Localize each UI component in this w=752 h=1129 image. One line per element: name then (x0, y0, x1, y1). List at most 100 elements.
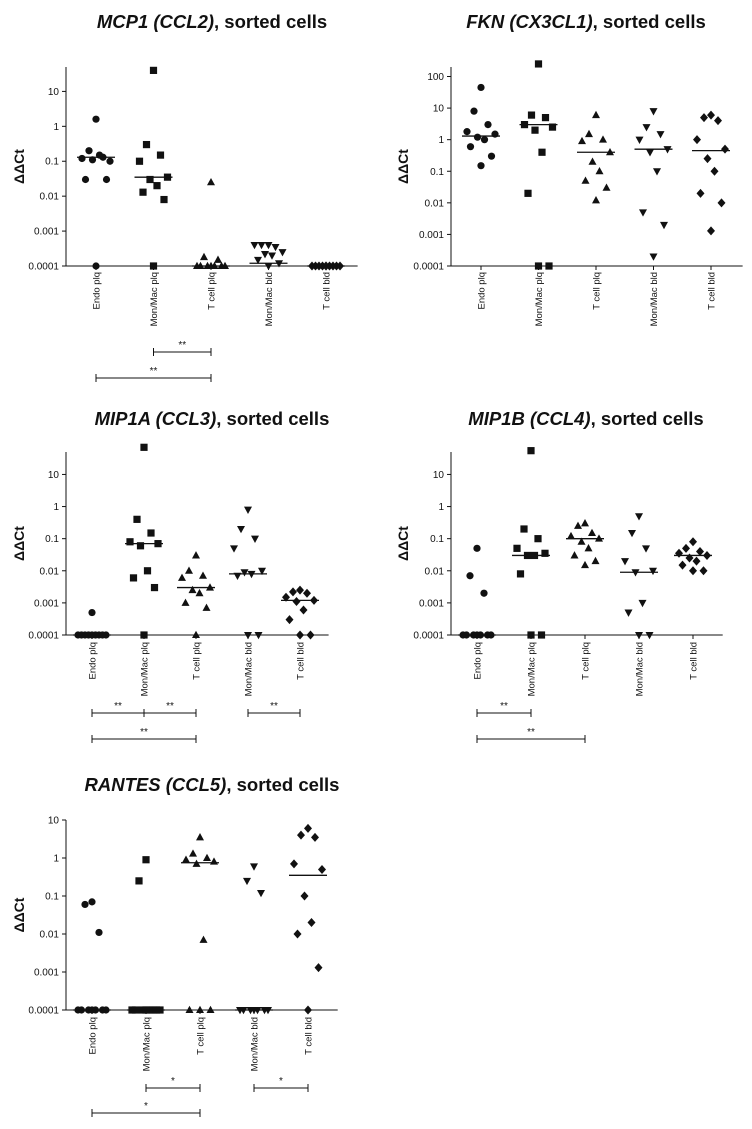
series-4 (634, 108, 673, 261)
panel-5: RANTES (CCL5), sorted cells 10 1 0.1 0.01 0.0… (11, 774, 339, 1117)
data-point (473, 133, 482, 141)
chart-title-gene: MIP1A (CCL3) (95, 408, 217, 429)
data-point (527, 111, 536, 119)
y-tick-label: 10 (433, 470, 445, 481)
data-point (88, 608, 96, 617)
data-point (150, 583, 159, 592)
data-point (196, 1005, 204, 1013)
data-point (307, 918, 316, 928)
data-point (260, 1007, 269, 1015)
data-point (289, 587, 297, 597)
data-point (642, 545, 650, 553)
data-point (527, 447, 535, 455)
y-tick-label: 1 (53, 122, 59, 133)
y-tick-label: 10 (433, 104, 445, 115)
data-point (285, 615, 294, 625)
x-tick-label: T cell plq (196, 1017, 207, 1055)
chart-title-suffix: , sorted cells (214, 11, 327, 32)
x-tick-label: Mon/Mac bld (244, 642, 255, 696)
x-tick-label: T cell plq (192, 642, 203, 680)
y-axis-label: ΔΔCt (395, 526, 411, 561)
data-point (88, 898, 96, 906)
data-point (541, 549, 549, 557)
data-point (199, 935, 208, 943)
data-point (585, 129, 593, 138)
data-point (721, 144, 729, 154)
data-point (181, 598, 190, 606)
chart-title-suffix: , sorted cells (591, 408, 704, 429)
x-tick-label: T cell bld (322, 272, 333, 310)
x-tick-label: Mon/Mac plq (527, 642, 538, 696)
data-point (264, 263, 273, 271)
data-point (257, 241, 266, 250)
data-point (477, 162, 485, 170)
data-point (278, 249, 287, 257)
series-2 (125, 443, 163, 639)
data-point (192, 551, 200, 559)
y-tick-label: 1 (438, 135, 444, 146)
y-tick-label: 0.001 (419, 598, 444, 609)
significance-label: ** (114, 701, 122, 712)
data-point (592, 110, 600, 119)
y-tick-label: 0.1 (430, 534, 444, 545)
significance-label: ** (500, 701, 508, 712)
data-point (136, 542, 145, 550)
data-point (156, 151, 165, 159)
data-point (682, 543, 690, 553)
chart-title-gene: RANTES (CCL5) (85, 774, 227, 795)
significance-bracket: * (91, 1101, 201, 1117)
significance-label: ** (140, 727, 148, 738)
data-point (578, 136, 586, 145)
x-tick-label: T cell bld (296, 642, 307, 680)
significance-bracket: ** (95, 366, 212, 382)
data-point (147, 529, 155, 537)
series-2 (134, 66, 173, 270)
y-tick-label: 10 (48, 816, 60, 827)
data-point (306, 630, 315, 640)
x-tick-label: Mon/Mac bld (264, 272, 275, 326)
chart-title-suffix: , sorted cells (216, 408, 329, 429)
series-3 (577, 110, 615, 204)
x-tick-label: Endo plq (88, 642, 99, 680)
y-tick-label: 0.1 (45, 892, 59, 903)
series-4 (620, 513, 658, 640)
panel-4: MIP1B (CCL4), sorted cells 10 1 0.1 0.01 0.00… (395, 408, 723, 743)
data-point (88, 156, 97, 164)
data-point (149, 262, 158, 270)
data-point (463, 128, 471, 136)
data-point (140, 443, 148, 451)
data-point (537, 631, 546, 639)
chart-title-gene: FKN (CX3CL1) (466, 11, 592, 32)
data-point (268, 252, 276, 260)
y-tick-label: 0.1 (430, 167, 444, 178)
data-point (92, 262, 100, 270)
data-point (653, 168, 661, 176)
y-tick-label: 10 (48, 470, 60, 481)
data-point (153, 182, 161, 190)
series-4 (229, 506, 267, 640)
data-point (237, 526, 245, 534)
data-point (628, 530, 636, 538)
series-5 (307, 261, 345, 271)
data-point (693, 135, 701, 145)
data-point (106, 157, 114, 165)
data-point (581, 176, 590, 184)
y-axis-label: ΔΔCt (11, 149, 27, 184)
data-point (717, 198, 726, 208)
data-point (199, 571, 207, 579)
significance-label: ** (166, 701, 174, 712)
data-point (200, 252, 208, 261)
data-point (588, 528, 596, 537)
series-3 (181, 833, 219, 1013)
data-point (296, 585, 304, 595)
y-tick-label: 0.01 (40, 192, 60, 203)
data-point (250, 241, 259, 250)
significance-bracket: * (145, 1076, 201, 1092)
data-point (78, 154, 86, 163)
data-point (548, 123, 557, 131)
data-point (243, 877, 251, 886)
y-tick-label: 10 (48, 87, 60, 98)
data-point (602, 183, 611, 191)
y-tick-label: 0.1 (45, 534, 59, 545)
